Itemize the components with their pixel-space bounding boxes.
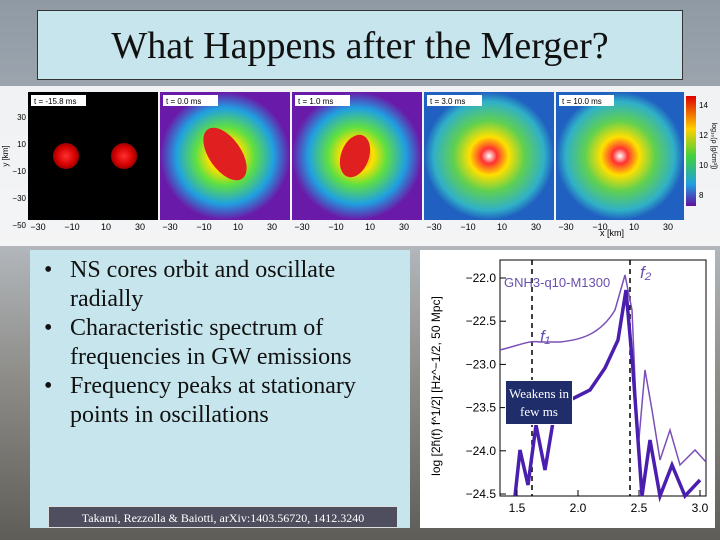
x-tick-label: −10 xyxy=(460,222,475,232)
time-label-bg xyxy=(295,95,350,106)
x-axis-label: x [km] xyxy=(600,228,624,238)
x-tick-label: −30 xyxy=(294,222,309,232)
time-label: t = -15.8 ms xyxy=(34,97,76,106)
x-tick-label: 10 xyxy=(101,222,111,232)
y-tick-label: −22.0 xyxy=(466,271,497,285)
x-tick-label: 3.0 xyxy=(692,501,709,515)
x-tick-label: 30 xyxy=(267,222,277,232)
x-tick-label: −10 xyxy=(196,222,211,232)
y-axis-label: log [2h̃(f) f^1/2] [Hz^−1/2, 50 Mpc] xyxy=(429,296,443,476)
x-tick-label: 30 xyxy=(135,222,145,232)
x-tick-label: 30 xyxy=(663,222,673,232)
colorbar-label: log₁₀(ρ [g/cm³]) xyxy=(710,123,717,170)
time-label: t = 0.0 ms xyxy=(166,97,201,106)
y-axis-label: y [km] xyxy=(1,145,10,166)
bullet: Characteristic spectrum of frequencies i… xyxy=(44,314,402,372)
y-tick-label: −23.0 xyxy=(466,357,497,371)
y-tick-label: 10 xyxy=(17,140,26,149)
colorbar-tick: 12 xyxy=(699,131,708,140)
time-label: t = 10.0 ms xyxy=(562,97,602,106)
citation: Takami, Rezzolla & Baiotti, arXiv:1403.5… xyxy=(48,506,398,528)
x-tick-label: 2.0 xyxy=(570,501,587,515)
y-tick-label: −24.0 xyxy=(466,444,497,458)
x-tick-label: 30 xyxy=(399,222,409,232)
y-tick-label: −30 xyxy=(12,194,26,203)
x-tick-label: −10 xyxy=(64,222,79,232)
y-tick-label: −10 xyxy=(12,167,26,176)
y-tick-label: 30 xyxy=(17,113,26,122)
x-tick-label: −10 xyxy=(328,222,343,232)
x-tick-label: 1.5 xyxy=(509,501,526,515)
x-tick-label: 10 xyxy=(629,222,639,232)
colorbar-tick: 10 xyxy=(699,161,708,170)
f2-label: f₂ xyxy=(640,263,652,282)
y-tick-label: −24.5 xyxy=(466,487,497,501)
x-tick-label: −30 xyxy=(30,222,45,232)
y-tick-label: −22.5 xyxy=(466,314,497,328)
colorbar-tick: 14 xyxy=(699,101,708,110)
time-label: t = 1.0 ms xyxy=(298,97,333,106)
y-tick-label: −50 xyxy=(12,221,26,230)
x-tick-label: 10 xyxy=(233,222,243,232)
x-tick-label: −30 xyxy=(426,222,441,232)
bullet-box: NS cores orbit and oscillate radiallyCha… xyxy=(30,250,410,528)
y-tick-label: −23.5 xyxy=(466,401,497,415)
x-tick-label: 10 xyxy=(365,222,375,232)
spectrum-plot: −22.0 −22.5 −23.0 −23.5 −24.0 −24.5 1.5 2.0 2.5 3… xyxy=(420,250,715,528)
time-label-bg xyxy=(163,95,218,106)
slide-title: What Happens after the Merger? xyxy=(37,10,683,80)
x-tick-label: 2.5 xyxy=(631,501,648,515)
model-label: GNH3-q10-M1300 xyxy=(504,275,610,290)
time-label-bg xyxy=(427,95,482,106)
time-label-bg xyxy=(559,95,614,106)
bullet: NS cores orbit and oscillate radially xyxy=(44,256,402,314)
bullet: Frequency peaks at stationary points in … xyxy=(44,372,402,430)
simulation-figure: x [km] t = -15.8 ms −30 −10 10 30 t = 0.0 ms −… xyxy=(0,86,720,246)
colorbar-tick: 8 xyxy=(699,191,704,200)
x-tick-label: 10 xyxy=(497,222,507,232)
x-tick-label: −30 xyxy=(162,222,177,232)
x-tick-label: −30 xyxy=(558,222,573,232)
time-label: t = 3.0 ms xyxy=(430,97,465,106)
x-tick-label: −10 xyxy=(592,222,607,232)
callout: Weakens in few ms xyxy=(505,380,573,425)
x-tick-label: 30 xyxy=(531,222,541,232)
f1-label: f₁ xyxy=(540,327,550,346)
time-label-bg xyxy=(31,95,86,106)
